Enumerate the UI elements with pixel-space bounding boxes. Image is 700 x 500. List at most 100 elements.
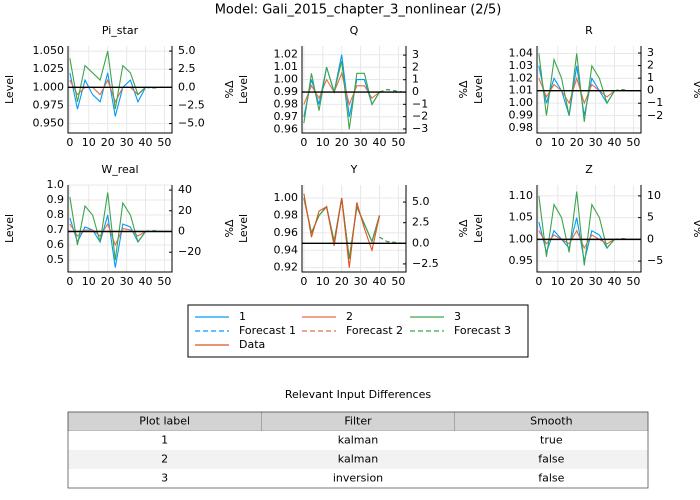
y2-tick-label: 3 xyxy=(412,48,419,61)
legend-label: 3 xyxy=(454,310,461,323)
axis-frame xyxy=(536,185,642,273)
table-border xyxy=(67,411,649,489)
y-tick-label: 0.98 xyxy=(274,97,299,110)
y2-tick-label: −3 xyxy=(412,122,428,135)
y2-tick-label: −2.5 xyxy=(412,257,439,270)
panel-title: W_real xyxy=(101,163,138,176)
y2-tick-label: 0 xyxy=(647,84,654,97)
y-tick-label: 0.7 xyxy=(47,223,65,236)
y-tick-label: 0.97 xyxy=(274,110,299,123)
table-row-bg xyxy=(68,431,648,450)
y-axis-label: Level xyxy=(3,75,16,104)
y-tick-label: 0.99 xyxy=(274,85,299,98)
x-tick-label: 30 xyxy=(589,275,603,288)
y-tick-label: 1.04 xyxy=(509,46,534,59)
y-tick-label: 1.10 xyxy=(509,189,534,202)
y2-tick-label: −1 xyxy=(647,96,663,109)
x-tick-label: 30 xyxy=(589,136,603,149)
x-tick-label: 20 xyxy=(335,275,349,288)
y2-tick-label: 0 xyxy=(178,225,185,238)
series-line xyxy=(538,191,615,266)
y-tick-label: 1.000 xyxy=(33,80,65,93)
y2-axis-label: %Δ xyxy=(223,219,236,237)
x-tick-label: 10 xyxy=(316,275,330,288)
y2-tick-label: 0.0 xyxy=(412,236,430,249)
x-tick-label: 30 xyxy=(120,275,134,288)
axis-frame xyxy=(301,46,407,134)
series-line xyxy=(69,192,146,261)
table-cell: 3 xyxy=(161,472,168,485)
y-tick-label: 1.00 xyxy=(509,232,534,245)
y2-axis-label: %Δ xyxy=(692,219,700,237)
y-tick-label: 0.99 xyxy=(509,109,534,122)
axis-frame xyxy=(301,185,407,273)
x-tick-label: 20 xyxy=(335,136,349,149)
x-tick-label: 20 xyxy=(101,136,115,149)
y2-tick-label: 5.0 xyxy=(412,195,430,208)
y2-tick-label: 2.5 xyxy=(412,216,430,229)
x-tick-label: 10 xyxy=(82,136,96,149)
x-tick-label: 40 xyxy=(139,275,153,288)
legend-label: 1 xyxy=(239,310,246,323)
legend-box xyxy=(187,304,529,358)
panel-title: Z xyxy=(585,163,593,176)
x-tick-label: 40 xyxy=(139,136,153,149)
series-line xyxy=(303,71,380,107)
y-axis-label: Level xyxy=(237,75,250,104)
series-line xyxy=(538,65,615,116)
y-tick-label: 1.01 xyxy=(509,84,534,97)
series-line xyxy=(69,50,146,110)
y-tick-label: 0.92 xyxy=(274,261,299,274)
y-tick-label: 0.5 xyxy=(47,253,65,266)
y2-tick-label: −1 xyxy=(412,97,428,110)
y2-tick-label: 0 xyxy=(647,232,654,245)
x-tick-label: 0 xyxy=(535,275,542,288)
x-tick-label: 30 xyxy=(354,136,368,149)
y-tick-label: 0.8 xyxy=(47,208,65,221)
y-tick-label: 1.050 xyxy=(33,44,65,57)
series-line xyxy=(538,76,615,105)
y2-axis-label: %Δ xyxy=(457,219,470,237)
y-tick-label: 0.6 xyxy=(47,238,65,251)
panel-title: Y xyxy=(350,163,358,176)
x-tick-label: 0 xyxy=(300,136,307,149)
y-tick-label: 1.01 xyxy=(274,60,299,73)
y-tick-label: 1.02 xyxy=(274,48,299,61)
x-tick-label: 0 xyxy=(300,275,307,288)
x-tick-label: 10 xyxy=(551,136,565,149)
y2-tick-label: 1 xyxy=(412,73,419,86)
y-tick-label: 0.98 xyxy=(274,208,299,221)
legend-label: Forecast 2 xyxy=(346,324,403,337)
y2-tick-label: 0 xyxy=(412,85,419,98)
x-tick-label: 10 xyxy=(82,275,96,288)
table-cell: kalman xyxy=(338,453,378,466)
y-axis-label: Level xyxy=(472,214,485,243)
y2-tick-label: 10 xyxy=(647,189,661,202)
y2-tick-label: 40 xyxy=(178,183,192,196)
x-tick-label: 40 xyxy=(373,275,387,288)
main-title: Model: Gali_2015_chapter_3_nonlinear (2/… xyxy=(215,3,502,18)
legend-label: 2 xyxy=(346,310,353,323)
y2-axis-label: %Δ xyxy=(692,80,700,98)
series-line xyxy=(303,60,380,130)
column-header: Plot label xyxy=(139,415,190,428)
y-tick-label: 0.95 xyxy=(509,254,534,267)
x-tick-label: 40 xyxy=(373,136,387,149)
series-line xyxy=(538,53,615,122)
legend-label: Forecast 1 xyxy=(239,324,296,337)
y2-tick-label: 2 xyxy=(412,60,419,73)
table-row-bg xyxy=(68,469,648,488)
panel-title: Pi_star xyxy=(102,24,139,37)
y2-tick-label: −20 xyxy=(178,245,201,258)
y2-tick-label: −2 xyxy=(412,110,428,123)
y-axis-label: Level xyxy=(237,214,250,243)
y-tick-label: 1.02 xyxy=(509,71,534,84)
y2-tick-label: −2 xyxy=(647,109,663,122)
series-line xyxy=(303,193,381,268)
table-cell: kalman xyxy=(338,434,378,447)
legend-label: Data xyxy=(239,338,265,351)
y2-axis-label: %Δ xyxy=(457,80,470,98)
x-tick-label: 50 xyxy=(626,275,640,288)
table-cell: false xyxy=(538,472,564,485)
x-tick-label: 50 xyxy=(391,275,405,288)
